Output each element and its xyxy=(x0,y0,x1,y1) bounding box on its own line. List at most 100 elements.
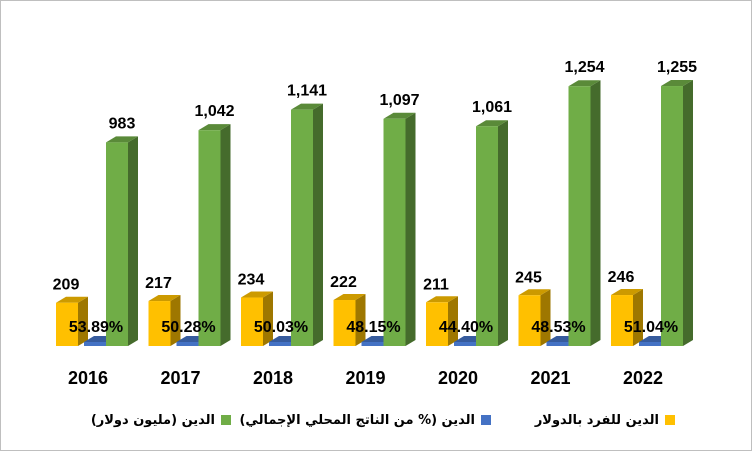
label-total-debt-2019: 1,097 xyxy=(379,92,419,109)
label-total-debt-2016: 983 xyxy=(109,115,136,132)
bar-per-capita-2016 xyxy=(56,296,88,346)
bar-per-capita-2016-side xyxy=(78,296,88,346)
bar-per-capita-2021 xyxy=(518,289,551,346)
legend-swatch-1 xyxy=(481,415,491,425)
legend-label-2: الدين (مليون دولار) xyxy=(90,412,215,428)
bar-total-debt-2018-top xyxy=(291,103,323,110)
tick-label-2021: 2021 xyxy=(530,368,570,388)
label-gdp-pct-2022: 51.04% xyxy=(624,319,678,336)
bar-total-debt-2021 xyxy=(568,80,601,346)
label-total-debt-2021: 1,254 xyxy=(564,59,604,76)
bar-gdp-pct-2021-front xyxy=(546,342,569,346)
bar-per-capita-2018-front xyxy=(241,297,263,346)
bar-gdp-pct-2019-front xyxy=(361,342,384,346)
tick-label-2017: 2017 xyxy=(160,368,200,388)
bar-per-capita-2016-top xyxy=(56,296,88,303)
bar-total-debt-2020-front xyxy=(476,126,498,346)
bar-total-debt-2016-front xyxy=(106,142,128,346)
label-total-debt-2020: 1,061 xyxy=(472,99,512,116)
label-total-debt-2018: 1,141 xyxy=(287,83,327,100)
bar-total-debt-2018 xyxy=(291,103,323,347)
bar-total-debt-2016-side xyxy=(128,136,138,346)
bar-total-debt-2019-side xyxy=(405,112,416,346)
bar-total-debt-2020-side xyxy=(498,120,508,346)
bar-per-capita-2022 xyxy=(611,289,643,346)
label-per-capita-2021: 245 xyxy=(515,269,542,286)
bar-per-capita-2018 xyxy=(241,291,273,346)
label-per-capita-2016: 209 xyxy=(53,277,80,294)
bar-total-debt-2018-side xyxy=(313,103,323,347)
bar-total-debt-2021-side xyxy=(590,80,601,346)
tick-label-2020: 2020 xyxy=(438,368,478,388)
legend: الدين للفرد بالدولار الدين (% من الناتج ا… xyxy=(1,407,752,433)
bar-per-capita-2022-side xyxy=(633,289,643,346)
bar-per-capita-2022-top xyxy=(611,289,643,296)
bar-per-capita-2021-front xyxy=(518,295,541,346)
legend-swatch-0 xyxy=(665,415,675,425)
bar-per-capita-2020 xyxy=(426,296,458,346)
chart-plot: 209 53.89% 983 2016 217 50.28% 1,042 2017 234 50.… xyxy=(53,59,697,388)
bar-per-capita-2017-top xyxy=(148,295,181,302)
bar-per-capita-2019-top xyxy=(333,294,366,301)
bar-per-capita-2021-side xyxy=(540,289,551,346)
label-per-capita-2019: 222 xyxy=(330,274,357,291)
bar-total-debt-2022-front xyxy=(661,86,683,347)
legend-label-0: الدين للفرد بالدولار xyxy=(534,412,659,428)
bar-gdp-pct-2020-front xyxy=(454,342,476,346)
bar-total-debt-2021-top xyxy=(568,80,601,87)
label-total-debt-2017: 1,042 xyxy=(194,103,234,120)
bar-total-debt-2021-front xyxy=(568,86,591,346)
legend-item-0: الدين للفرد بالدولار xyxy=(535,407,675,433)
label-gdp-pct-2020: 44.40% xyxy=(439,319,493,336)
bar-per-capita-2019-side xyxy=(355,294,366,346)
bar-per-capita-2017-side xyxy=(170,295,181,346)
bar-total-debt-2019-top xyxy=(383,112,416,119)
tick-label-2016: 2016 xyxy=(68,368,108,388)
bar-total-debt-2016-top xyxy=(106,136,138,143)
bar-total-debt-2022-side xyxy=(683,80,693,347)
bar-total-debt-2022 xyxy=(661,80,693,347)
bar-total-debt-2018-front xyxy=(291,109,313,347)
bar-per-capita-2021-top xyxy=(518,289,551,296)
label-gdp-pct-2018: 50.03% xyxy=(254,319,308,336)
label-per-capita-2018: 234 xyxy=(238,272,265,289)
bar-total-debt-2020-top xyxy=(476,120,508,127)
label-per-capita-2022: 246 xyxy=(608,269,635,286)
bar-total-debt-2017-side xyxy=(220,124,231,347)
legend-label-1: الدين (% من الناتج المحلي الإجمالي) xyxy=(239,412,475,428)
bar-total-debt-2019-front xyxy=(383,118,406,346)
legend-item-2: الدين (مليون دولار) xyxy=(91,407,231,433)
bar-total-debt-2017-top xyxy=(198,124,231,131)
label-per-capita-2020: 211 xyxy=(423,276,449,293)
bar-total-debt-2019 xyxy=(383,112,416,346)
bar-per-capita-2018-top xyxy=(241,291,273,298)
bar-per-capita-2020-side xyxy=(448,296,458,346)
bar-gdp-pct-2016-front xyxy=(84,342,106,346)
bar-gdp-pct-2017-front xyxy=(176,342,199,346)
bar-per-capita-2017 xyxy=(148,295,181,346)
legend-item-1: الدين (% من الناتج المحلي الإجمالي) xyxy=(239,407,491,433)
bar-gdp-pct-2022-front xyxy=(639,342,661,346)
bar-per-capita-2019 xyxy=(333,294,366,346)
bar-per-capita-2020-front xyxy=(426,302,448,346)
bar-gdp-pct-2018-front xyxy=(269,342,291,346)
bar-total-debt-2017 xyxy=(198,124,231,347)
label-gdp-pct-2019: 48.15% xyxy=(346,319,400,336)
bar-total-debt-2020 xyxy=(476,120,508,346)
bar-total-debt-2017-front xyxy=(198,130,221,346)
tick-label-2019: 2019 xyxy=(345,368,385,388)
label-gdp-pct-2016: 53.89% xyxy=(69,319,123,336)
bar-per-capita-2022-front xyxy=(611,295,633,346)
bar-per-capita-2019-front xyxy=(333,300,356,346)
label-per-capita-2017: 217 xyxy=(145,275,172,292)
tick-label-2018: 2018 xyxy=(253,368,293,388)
label-total-debt-2022: 1,255 xyxy=(657,59,697,76)
bar-total-debt-2016 xyxy=(106,136,138,346)
label-gdp-pct-2021: 48.53% xyxy=(531,319,585,336)
bar-per-capita-2017-front xyxy=(148,301,171,346)
bar-per-capita-2020-top xyxy=(426,296,458,303)
legend-swatch-2 xyxy=(221,415,231,425)
bar-total-debt-2022-top xyxy=(661,80,693,87)
bar-per-capita-2016-front xyxy=(56,302,78,346)
